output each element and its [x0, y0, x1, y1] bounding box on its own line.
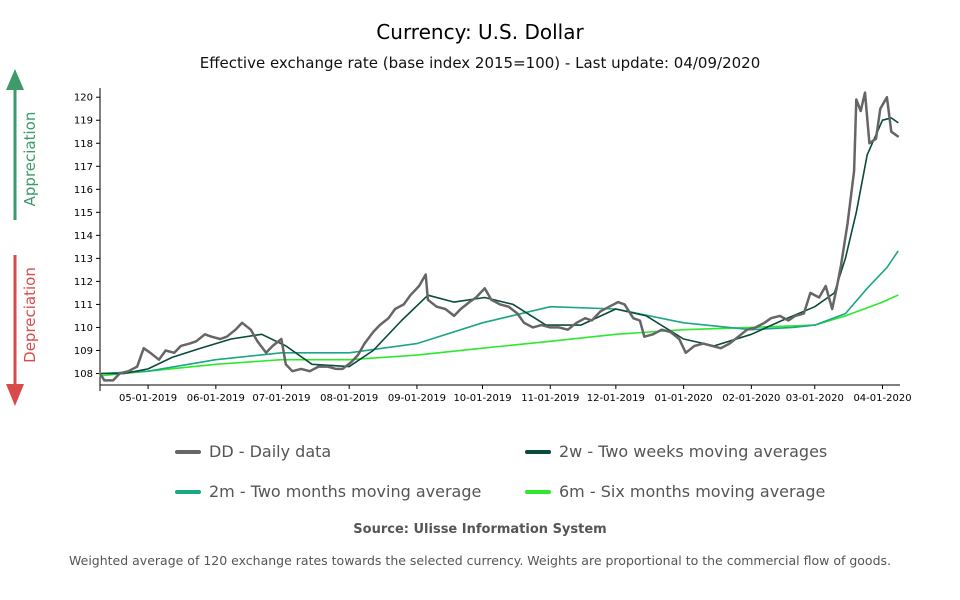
legend-swatch-two-months [175, 489, 201, 494]
legend-label-six-months: 6m - Six months moving average [559, 482, 826, 501]
appreciation-label: Appreciation [21, 112, 39, 207]
y-tick-label: 114 [74, 231, 93, 242]
y-tick-label: 108 [74, 369, 93, 380]
legend-item-two-weeks: 2w - Two weeks moving averages [525, 442, 827, 461]
x-tick-label: 06-01-2019 [187, 393, 245, 404]
y-tick-label: 117 [74, 162, 93, 173]
x-tick-label: 08-01-2019 [320, 393, 378, 404]
legend-swatch-six-months [525, 489, 551, 494]
x-tick-label: 05-01-2019 [119, 393, 177, 404]
x-tick-label: 11-01-2019 [521, 393, 579, 404]
x-tick-label: 03-01-2020 [786, 393, 844, 404]
series-six-months-line [99, 294, 899, 377]
y-tick-label: 119 [74, 116, 93, 127]
y-tick-label: 110 [74, 323, 93, 334]
x-tick-label: 01-01-2020 [655, 393, 713, 404]
y-tick-label: 120 [74, 93, 93, 104]
appreciation-indicator: Appreciation [6, 69, 39, 220]
depreciation-arrow-head [6, 384, 24, 406]
y-tick-label: 116 [74, 185, 93, 196]
y-tick-label: 115 [74, 208, 93, 219]
y-tick-label: 118 [74, 139, 93, 150]
x-tick-label: 10-01-2019 [453, 393, 511, 404]
legend-item-two-months: 2m - Two months moving average [175, 482, 481, 501]
chart-series [98, 91, 900, 382]
depreciation-indicator: Depreciation [6, 255, 39, 406]
y-tick-label: 111 [74, 300, 93, 311]
y-tick-label: 109 [74, 346, 93, 357]
footnote: Weighted average of 120 exchange rates t… [69, 553, 891, 568]
x-tick-label: 12-01-2019 [587, 393, 645, 404]
x-tick-label: 02-01-2020 [722, 393, 780, 404]
chart-axes: 108 109 110 111 112 113 114 115 116 117 118 119 120 0… [74, 88, 912, 404]
series-daily-line [98, 91, 900, 382]
legend-label-two-months: 2m - Two months moving average [209, 482, 482, 501]
legend-label-daily: DD - Daily data [209, 442, 332, 461]
y-tick-label: 112 [74, 277, 93, 288]
appreciation-arrow-head [6, 69, 24, 90]
legend-label-two-weeks: 2w - Two weeks moving averages [559, 442, 828, 461]
chart-title: Currency: U.S. Dollar [376, 20, 584, 44]
legend-item-daily: DD - Daily data [175, 442, 331, 461]
x-tick-label: 07-01-2019 [252, 393, 310, 404]
depreciation-label: Depreciation [21, 267, 39, 363]
legend-swatch-two-weeks [525, 449, 551, 454]
source-note: Source: Ulisse Information System [353, 522, 607, 537]
y-tick-label: 113 [74, 254, 93, 265]
legend-swatch-daily [175, 449, 201, 454]
x-tick-label: 09-01-2019 [388, 393, 446, 404]
chart-subtitle: Effective exchange rate (base index 2015… [199, 54, 761, 72]
x-tick-label: 04-01-2020 [853, 393, 911, 404]
series-two-weeks-line [99, 117, 899, 375]
legend-item-six-months: 6m - Six months moving average [525, 482, 825, 501]
series-two-months-line [99, 250, 899, 375]
